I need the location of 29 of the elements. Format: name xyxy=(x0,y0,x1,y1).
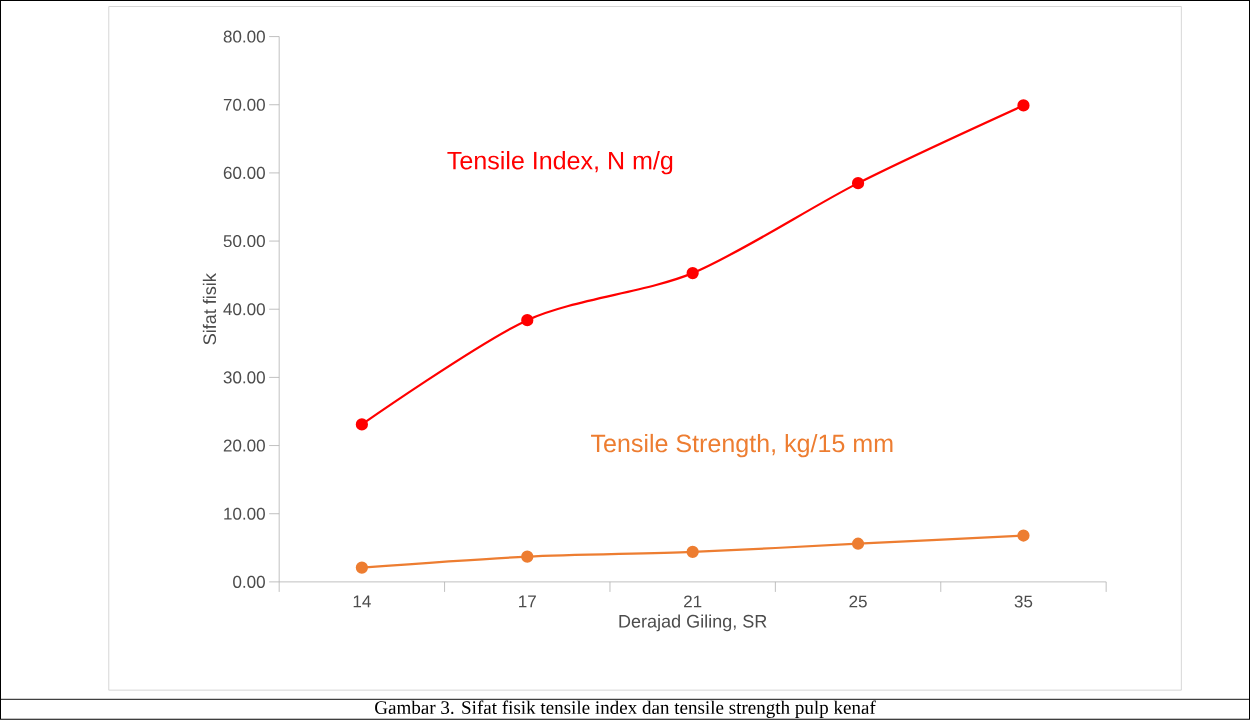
text: Tensile Index, N m/g xyxy=(447,150,673,175)
point xyxy=(355,561,368,574)
y-axis-title: Sifat fisik xyxy=(202,272,217,345)
x-tick-label: 14 xyxy=(353,595,371,608)
point xyxy=(355,418,368,431)
point xyxy=(686,545,699,558)
y-tick-label: 20.00 xyxy=(223,439,265,452)
y-tick-label: 40.00 xyxy=(223,303,265,316)
text: Tensile Strength, kg/15 mm xyxy=(591,433,893,458)
y-tick-label: 80.00 xyxy=(223,30,265,43)
x-tick-label: 17 xyxy=(519,595,536,608)
x-tick-label: 21 xyxy=(684,595,702,608)
x-axis-title: Derajad Giling, SR xyxy=(619,614,767,632)
x-tick-label: 25 xyxy=(849,595,867,608)
y-tick-label: 0.00 xyxy=(233,575,265,588)
point xyxy=(1017,99,1030,112)
y-tick-label: 60.00 xyxy=(223,166,265,179)
y-tick-label: 70.00 xyxy=(223,98,265,111)
y-tick-label: 30.00 xyxy=(223,371,265,384)
x-tick-label: 35 xyxy=(1014,595,1033,608)
point xyxy=(1017,529,1030,542)
y-tick-label: 50.00 xyxy=(223,234,265,247)
point xyxy=(686,266,699,280)
point xyxy=(851,176,865,190)
point xyxy=(521,550,534,563)
point xyxy=(851,537,865,550)
text: Gambar 3. Sifat fisik tensile index dan tensile strength pulp kenaf xyxy=(375,700,876,718)
point xyxy=(521,313,534,327)
y-tick-label: 10.00 xyxy=(224,507,265,520)
